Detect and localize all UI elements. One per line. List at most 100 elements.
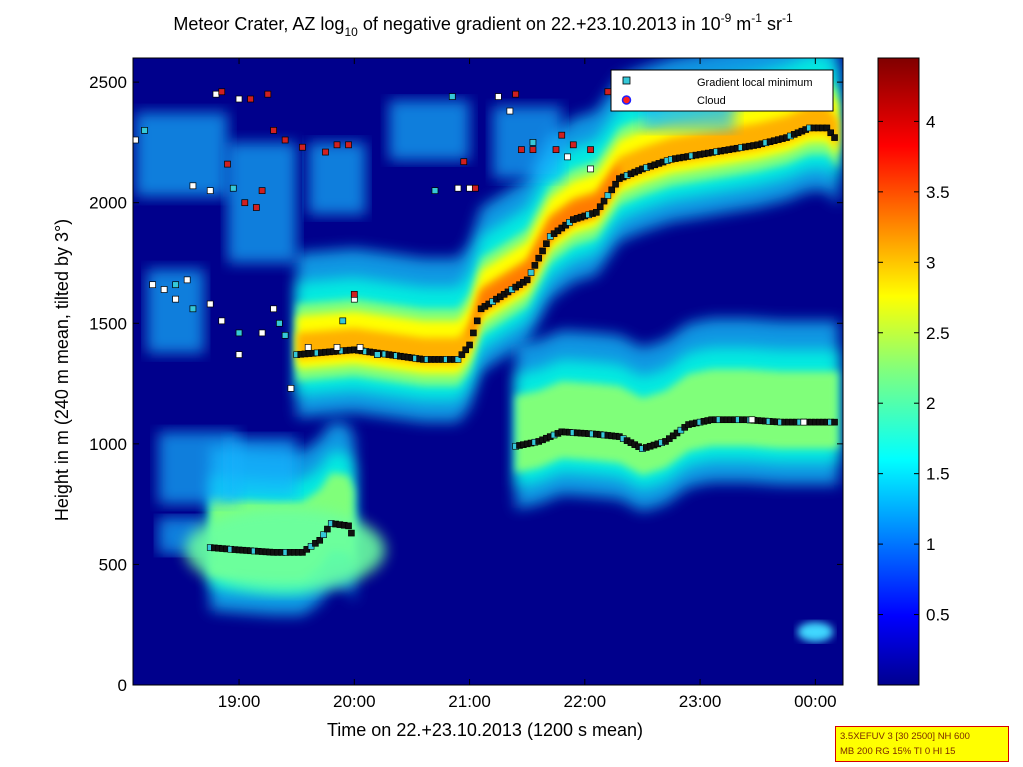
info-box: 3.5XEFUV 3 [30 2500] NH 600 MB 200 RG 15…: [835, 726, 1009, 762]
minimum-marker: [235, 329, 243, 337]
y-tick-label: 2000: [89, 194, 127, 213]
minimum-marker: [149, 281, 156, 289]
heat-band-yellow: [296, 89, 839, 374]
minimum-marker: [800, 418, 808, 426]
minimum-marker: [529, 139, 537, 146]
minimum-marker: [506, 107, 514, 115]
colorbar-tick-label: 3: [926, 253, 935, 272]
minimum-marker: [324, 525, 331, 533]
colorbar-tick-label: 1.5: [926, 465, 950, 484]
x-tick-label: 00:00: [794, 692, 837, 711]
x-tick-label: 20:00: [333, 692, 376, 711]
minimum-marker: [431, 187, 439, 194]
minimum-marker: [374, 351, 381, 358]
cloud-marker: [604, 88, 612, 96]
cloud-marker: [270, 126, 277, 134]
minimum-marker: [348, 529, 355, 537]
x-tick-label: 21:00: [448, 692, 491, 711]
minimum-marker: [189, 182, 197, 190]
cloud-marker: [333, 141, 341, 149]
marker-layer: [133, 85, 838, 556]
minimum-marker: [270, 305, 277, 313]
minimum-marker: [172, 281, 179, 289]
minimum-marker: [339, 317, 347, 325]
minimum-marker: [454, 356, 462, 363]
y-tick-label: 1500: [89, 314, 127, 333]
legend-box: [610, 69, 834, 112]
minimum-marker: [235, 95, 243, 103]
minimum-marker: [495, 93, 502, 100]
minimum-marker: [206, 300, 214, 308]
minimum-marker: [316, 537, 324, 544]
minimum-marker: [304, 344, 312, 351]
minimum-marker: [458, 351, 466, 358]
minimum-marker: [543, 240, 550, 247]
colorbar-tick-label: 3.5: [926, 183, 950, 202]
minimum-marker: [448, 93, 456, 100]
cloud-marker: [460, 158, 468, 166]
cloud-marker: [529, 146, 537, 153]
minimum-marker: [470, 329, 477, 337]
minimum-marker: [276, 319, 283, 327]
heat-band-green: [515, 369, 839, 476]
cloud-marker: [512, 90, 520, 98]
cloud-marker: [345, 141, 352, 149]
minimum-marker: [535, 254, 543, 262]
y-tick-label: 500: [99, 555, 127, 574]
x-tick-label: 23:00: [679, 692, 722, 711]
colorbar-gradient: [877, 57, 920, 686]
cloud-marker: [224, 160, 231, 168]
minimum-marker: [141, 126, 148, 134]
minimum-marker: [206, 187, 214, 194]
cloud-marker: [558, 131, 566, 139]
info-line-2: MB 200 RG 15% TI 0 HI 15: [840, 746, 956, 757]
heatmap-area: [132, 57, 844, 686]
minimum-marker: [462, 346, 470, 354]
legend-marker-cloud: [621, 95, 632, 105]
heat-patch: [227, 142, 297, 263]
cloud-marker: [218, 88, 226, 96]
heatmap-field: [135, 58, 839, 642]
minimum-marker: [600, 197, 608, 205]
y-axis-label: Height in m (240 m mean, tilted by 3°): [52, 219, 72, 521]
colorbar-tick-label: 2.5: [926, 324, 950, 343]
minimum-marker: [596, 203, 604, 211]
minimum-marker: [831, 134, 838, 141]
colorbar-tick-label: 2: [926, 394, 935, 413]
minimum-marker: [281, 331, 289, 339]
minimum-marker: [172, 295, 179, 303]
minimum-marker: [527, 269, 535, 276]
x-axis-label: Time on 22.+23.10.2013 (1200 s mean): [327, 720, 643, 740]
x-tick-label: 22:00: [564, 692, 607, 711]
minimum-marker: [748, 416, 756, 424]
y-axis: 0 500 1000 1500 2000 2500: [89, 73, 843, 695]
heat-patch: [388, 100, 470, 161]
minimum-marker: [539, 247, 546, 255]
minimum-marker: [466, 341, 473, 349]
legend-marker-minimum: [622, 76, 631, 85]
minimum-marker: [827, 129, 835, 137]
minimum-marker: [212, 90, 220, 98]
legend-label-minimum: Gradient local minimum: [697, 77, 813, 89]
minimum-marker: [523, 276, 531, 284]
cloud-marker: [252, 204, 260, 211]
cloud-marker: [299, 143, 306, 151]
heat-patch: [308, 142, 366, 215]
minimum-marker: [593, 209, 600, 216]
minimum-marker: [287, 385, 295, 392]
minimum-marker: [183, 276, 191, 284]
info-line-1: 3.5XEFUV 3 [30 2500] NH 600: [840, 731, 970, 742]
minimum-marker: [587, 165, 594, 173]
minimum-marker: [333, 344, 341, 351]
minimum-marker: [345, 522, 352, 530]
minimum-marker: [608, 186, 616, 194]
minimum-marker: [320, 531, 327, 538]
y-tick-label: 2500: [89, 73, 127, 92]
y-tick-label: 1000: [89, 435, 127, 454]
minimum-marker: [612, 180, 619, 188]
minimum-marker: [466, 184, 473, 192]
heat-band-dark-orange: [469, 161, 620, 348]
cloud-marker: [518, 146, 525, 153]
heat-small-spot: [797, 621, 834, 642]
